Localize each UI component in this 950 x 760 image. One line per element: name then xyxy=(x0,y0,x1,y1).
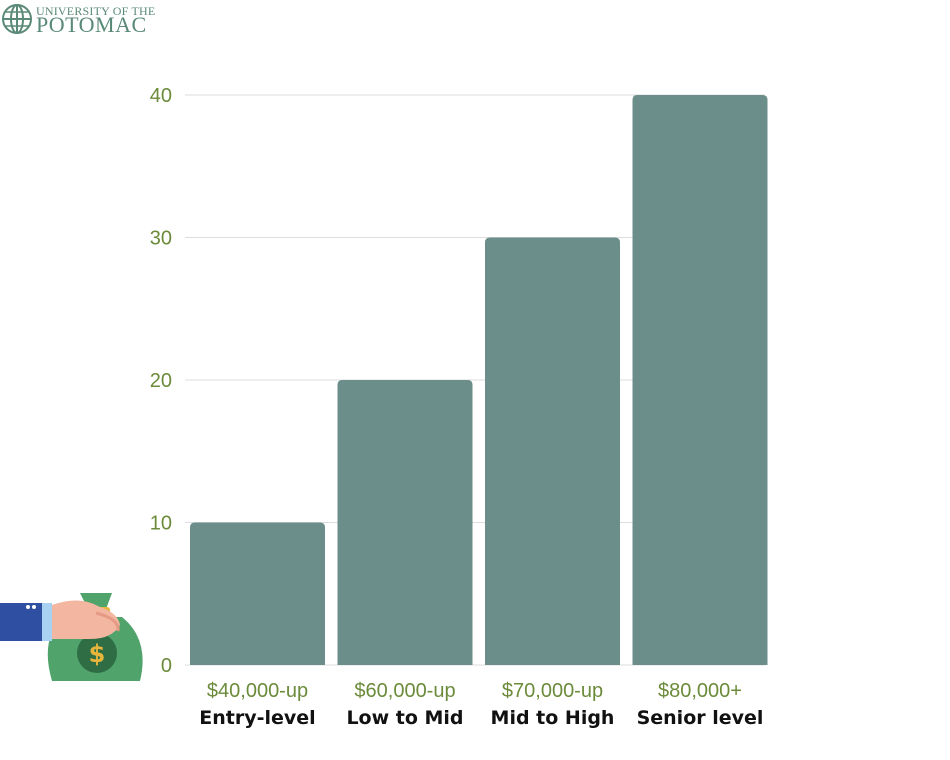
x-category-sublabel: Mid to High xyxy=(491,707,615,729)
x-category-label: $60,000-up xyxy=(354,680,455,702)
bar xyxy=(632,95,768,665)
x-category-label: $80,000+ xyxy=(658,680,742,702)
x-category-label: $70,000-up xyxy=(502,680,603,702)
globe-icon xyxy=(2,4,32,34)
dollar-symbol: $ xyxy=(89,640,106,668)
y-tick-label: 30 xyxy=(150,228,172,250)
bar xyxy=(485,237,620,665)
hand-holding-money-bag-icon: $ xyxy=(0,585,150,690)
y-tick-label: 40 xyxy=(150,85,172,107)
university-logo: UNIVERSITY OF THE POTOMAC xyxy=(0,0,170,40)
x-category-label: $40,000-up xyxy=(207,680,308,702)
x-category-sublabel: Entry-level xyxy=(199,707,315,729)
y-tick-label: 0 xyxy=(161,655,172,677)
y-tick-label: 20 xyxy=(150,370,172,392)
bar xyxy=(190,522,325,665)
bar xyxy=(337,380,473,665)
x-category-sublabel: Low to Mid xyxy=(346,707,463,729)
logo-line1: UNIVERSITY OF THE xyxy=(36,4,156,18)
y-tick-label: 10 xyxy=(150,513,172,535)
x-category-sublabel: Senior level xyxy=(637,707,764,729)
logo-line2: POTOMAC xyxy=(36,12,147,37)
